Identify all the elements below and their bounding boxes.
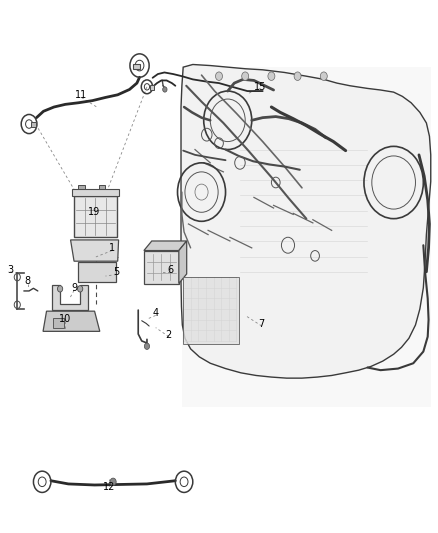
Text: 6: 6	[167, 265, 173, 274]
Bar	[78, 185, 85, 189]
Polygon shape	[179, 241, 187, 284]
Circle shape	[268, 72, 275, 80]
Text: 12: 12	[103, 482, 115, 492]
Text: 9: 9	[71, 284, 77, 293]
Text: 15: 15	[254, 82, 267, 92]
Polygon shape	[144, 241, 187, 251]
Text: 8: 8	[25, 277, 31, 286]
Circle shape	[242, 72, 249, 80]
Circle shape	[320, 72, 327, 80]
Circle shape	[145, 343, 150, 350]
Text: 7: 7	[259, 319, 265, 329]
Text: 2: 2	[166, 329, 172, 340]
Bar	[53, 318, 64, 328]
Text: 3: 3	[7, 265, 14, 274]
Polygon shape	[52, 285, 88, 310]
Text: 11: 11	[75, 90, 88, 100]
Bar	[150, 85, 154, 90]
Circle shape	[57, 286, 63, 292]
Circle shape	[215, 72, 223, 80]
Bar	[99, 185, 106, 189]
Bar	[78, 262, 116, 282]
Text: 10: 10	[59, 313, 71, 324]
Bar	[144, 251, 179, 284]
Text: 4: 4	[152, 308, 159, 318]
Bar	[182, 67, 431, 407]
Text: 1: 1	[109, 244, 115, 253]
Bar	[31, 123, 36, 127]
Polygon shape	[181, 64, 431, 378]
Circle shape	[78, 286, 83, 292]
Bar	[72, 189, 119, 196]
Bar	[183, 277, 239, 344]
Bar	[74, 196, 117, 237]
Circle shape	[162, 87, 167, 92]
Polygon shape	[71, 240, 119, 261]
Text: 19: 19	[88, 207, 101, 217]
Circle shape	[294, 72, 301, 80]
Bar	[134, 64, 140, 69]
Polygon shape	[43, 311, 100, 332]
Text: 5: 5	[113, 268, 120, 277]
Circle shape	[110, 478, 116, 486]
